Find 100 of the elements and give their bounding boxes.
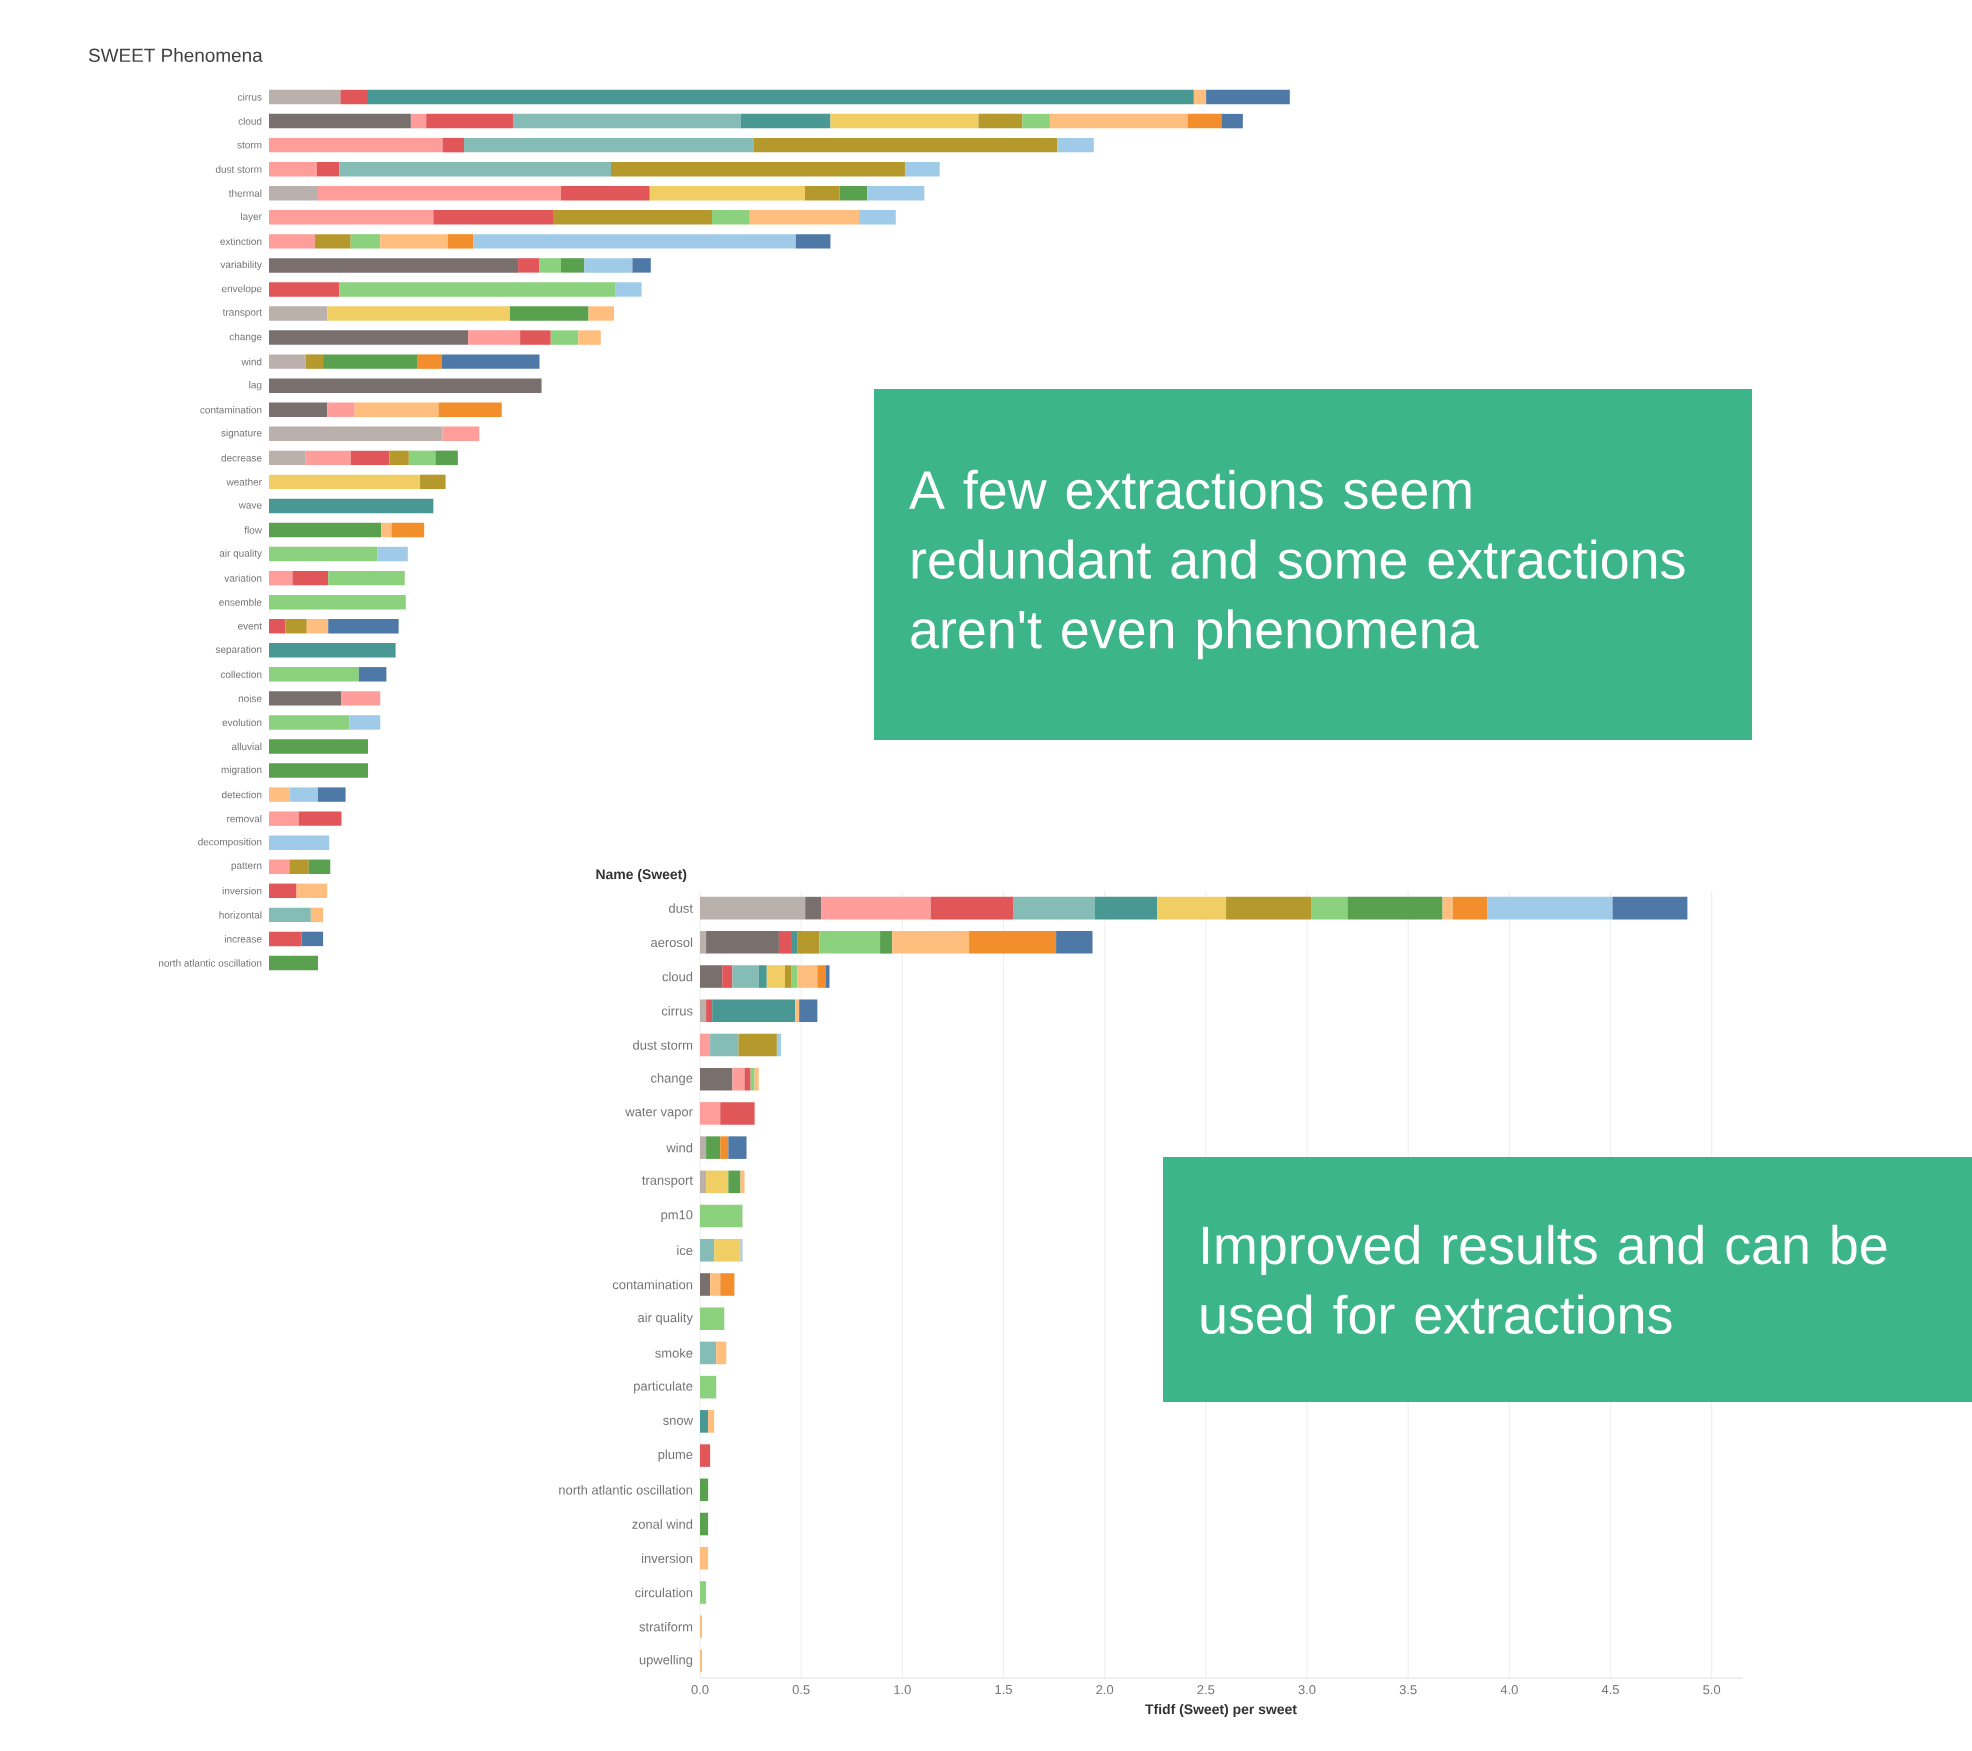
y-tick-label: inversion (642, 1553, 693, 1563)
bar (269, 113, 411, 129)
bar (584, 258, 633, 273)
bar (578, 330, 601, 345)
x-tick-label: 1.5 (995, 1685, 1012, 1695)
bar (358, 667, 387, 682)
bar (438, 402, 502, 417)
bar (410, 113, 427, 129)
bar (269, 474, 421, 490)
bar (1311, 896, 1348, 920)
bar (805, 896, 822, 920)
bar (441, 354, 540, 369)
bar (269, 450, 306, 466)
bar (930, 896, 1014, 920)
bar (819, 931, 881, 954)
bar (710, 1273, 721, 1296)
bar (700, 1238, 715, 1262)
bar (339, 161, 611, 177)
bar (305, 354, 324, 369)
y-tick-label: north atlantic oscillation (559, 1485, 693, 1495)
bar (795, 999, 800, 1023)
bar (892, 931, 970, 954)
bar (700, 1444, 711, 1467)
y-tick-label: signature (221, 429, 262, 439)
bar (1442, 896, 1453, 920)
bar (442, 137, 464, 153)
y-tick-label: transport (222, 309, 262, 318)
bar (301, 931, 324, 947)
bar (447, 234, 474, 249)
bar (354, 402, 439, 417)
bar (269, 931, 302, 947)
y-tick-label: extinction (220, 237, 262, 246)
bar (728, 1136, 747, 1159)
bar (1056, 931, 1093, 954)
bar (784, 965, 792, 988)
bar (700, 1067, 733, 1091)
bar (799, 999, 818, 1023)
bar (318, 186, 561, 201)
bar (825, 965, 830, 988)
bar (328, 619, 399, 634)
bar (740, 1238, 743, 1262)
bar (830, 113, 979, 129)
y-tick-label: transport (642, 1176, 693, 1188)
y-tick-label: stratiform (639, 1621, 693, 1632)
y-tick-label: wind (241, 357, 262, 366)
y-tick-label: cirrus (661, 1006, 693, 1016)
bar (269, 498, 434, 514)
bar (473, 234, 796, 249)
bar (435, 450, 458, 466)
bar (269, 715, 350, 730)
bar (1057, 137, 1094, 153)
bar (610, 161, 905, 177)
bar (306, 619, 329, 634)
bar (442, 426, 480, 441)
x-tick-label: 4.5 (1601, 1685, 1619, 1695)
bar (754, 1067, 759, 1091)
bar (700, 1102, 721, 1125)
bar (732, 1067, 745, 1091)
bar (269, 835, 330, 850)
y-tick-label: particulate (634, 1381, 693, 1394)
bar (778, 931, 792, 954)
bar (732, 965, 759, 988)
bar (269, 763, 369, 778)
bar (269, 330, 469, 345)
y-tick-label: variation (224, 574, 262, 582)
bar (1452, 896, 1488, 920)
y-tick-label: storm (237, 141, 262, 149)
x-tick-label: 2.0 (1096, 1685, 1114, 1695)
bar (700, 1033, 711, 1057)
bar (520, 330, 551, 345)
bar (327, 306, 510, 321)
y-tick-label: evolution (222, 718, 262, 727)
x-tick-label: 4.0 (1500, 1685, 1518, 1695)
bar (1206, 89, 1290, 105)
bar (289, 787, 318, 802)
bar (1157, 896, 1227, 920)
bar (859, 210, 896, 225)
bar (380, 234, 448, 249)
y-tick-label: cloud (238, 117, 262, 125)
y-tick-label: dust storm (215, 165, 262, 173)
bar (1013, 896, 1095, 920)
y-tick-label: alluvial (231, 742, 262, 751)
y-tick-label: air quality (219, 549, 262, 559)
bar (700, 1273, 711, 1296)
bar (700, 1546, 709, 1570)
bar (269, 137, 443, 153)
y-tick-label: contamination (200, 406, 262, 414)
y-tick-label: upwelling (639, 1654, 693, 1667)
bar (720, 1102, 755, 1125)
y-tick-label: change (229, 332, 262, 343)
bar (700, 1512, 709, 1536)
bar (1221, 113, 1243, 129)
y-tick-label: event (238, 622, 262, 630)
bar (269, 955, 318, 971)
x-tick-label: 3.0 (1298, 1685, 1316, 1695)
bar (305, 450, 351, 466)
y-tick-label: flow (244, 526, 262, 534)
bar (350, 234, 381, 249)
y-tick-label: water vapor (625, 1107, 693, 1119)
bar (292, 570, 329, 586)
